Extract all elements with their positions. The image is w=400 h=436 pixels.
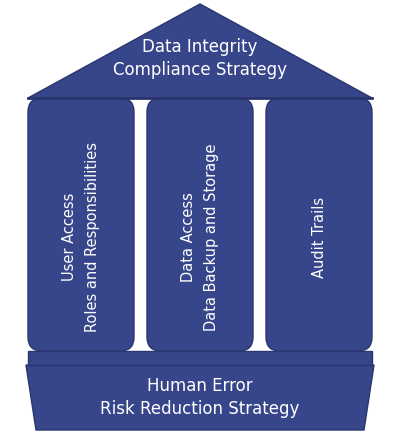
Text: Data Access
Data Backup and Storage: Data Access Data Backup and Storage <box>181 143 219 331</box>
Text: User Access
Roles and Responsibilities: User Access Roles and Responsibilities <box>62 142 100 332</box>
Polygon shape <box>26 365 374 430</box>
FancyBboxPatch shape <box>266 98 372 351</box>
Text: Human Error
Risk Reduction Strategy: Human Error Risk Reduction Strategy <box>100 377 300 418</box>
Bar <box>28 351 372 365</box>
FancyBboxPatch shape <box>28 98 134 351</box>
Text: Data Integrity
Compliance Strategy: Data Integrity Compliance Strategy <box>113 38 287 79</box>
Text: Audit Trails: Audit Trails <box>312 197 326 278</box>
FancyBboxPatch shape <box>147 98 253 351</box>
Polygon shape <box>28 4 372 98</box>
